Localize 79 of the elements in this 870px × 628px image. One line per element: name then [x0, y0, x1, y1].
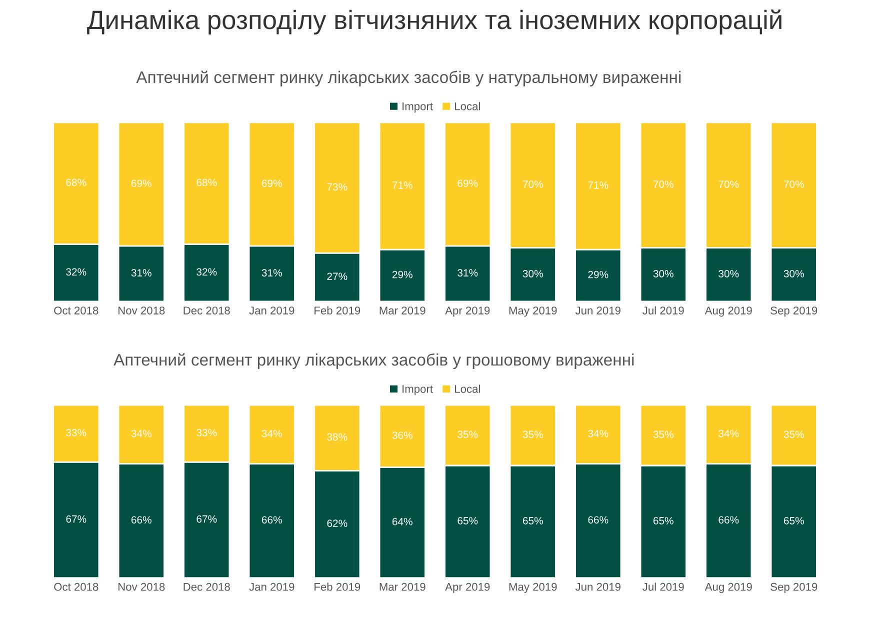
data-label: 69%	[458, 180, 478, 188]
data-label: 68%	[66, 178, 86, 186]
x-tick-label: May 2019	[509, 306, 557, 317]
x-tick-label: Feb 2019	[314, 582, 360, 591]
data-label: 70%	[522, 180, 543, 188]
data-label: 65%	[653, 517, 674, 524]
data-label: 34%	[131, 430, 152, 438]
x-tick-label: Jul 2019	[642, 306, 684, 314]
data-label: 71%	[392, 181, 412, 189]
data-label: 69%	[131, 180, 152, 188]
data-label: 32%	[196, 268, 217, 276]
x-tick-label: Feb 2019	[314, 306, 360, 314]
data-label: 34%	[262, 430, 282, 438]
data-label: 71%	[588, 181, 608, 189]
data-label: 34%	[588, 430, 608, 438]
x-tick-label: Aug 2019	[704, 582, 752, 593]
legend-label: Import	[402, 385, 433, 396]
data-label: 30%	[784, 270, 804, 278]
data-label: 33%	[196, 428, 217, 436]
data-label: 68%	[196, 178, 217, 186]
data-label: 27%	[327, 272, 348, 280]
data-label: 66%	[131, 516, 152, 524]
x-tick-label: Dec 2018	[184, 582, 230, 591]
data-label: 31%	[458, 269, 478, 276]
data-label: 65%	[522, 517, 543, 524]
x-tick-label: Jan 2019	[249, 582, 294, 591]
data-label: 62%	[327, 520, 348, 528]
x-tick-label: May 2019	[509, 582, 557, 593]
data-label: 33%	[66, 428, 86, 436]
data-label: 66%	[588, 516, 608, 524]
data-label: 64%	[392, 518, 412, 526]
x-tick-label: Jul 2019	[642, 582, 684, 591]
data-label: 31%	[262, 269, 282, 276]
data-label: 65%	[784, 517, 804, 524]
data-label: 35%	[522, 430, 543, 438]
data-label: 70%	[718, 180, 739, 188]
data-label: 30%	[653, 270, 674, 278]
x-tick-label: Oct 2018	[54, 306, 98, 314]
data-label: 36%	[392, 432, 412, 439]
x-tick-label: Apr 2019	[445, 306, 490, 317]
data-label: 66%	[718, 516, 739, 524]
chart-title: Динаміка розподілу вітчизняних та іноземних корпорацій	[87, 9, 782, 35]
x-tick-label: Jan 2019	[249, 306, 294, 314]
chart-subtitle: Аптечний сегмент ринку лікарських засобів у натуральному вираженні	[136, 70, 681, 86]
data-label: 70%	[653, 180, 674, 188]
x-tick-label: Apr 2019	[445, 582, 490, 593]
x-tick-label: Mar 2019	[380, 306, 426, 314]
legend-label: Local	[455, 102, 480, 110]
data-label: 34%	[718, 430, 739, 438]
data-label: 35%	[784, 430, 804, 438]
data-label: 65%	[458, 517, 478, 524]
x-tick-label: Jun 2019	[575, 582, 620, 591]
legend-label: Import	[402, 102, 433, 112]
x-tick-label: Nov 2018	[118, 582, 165, 591]
data-label: 69%	[262, 180, 282, 188]
data-label: 73%	[327, 183, 348, 191]
x-tick-label: Sep 2019	[770, 306, 818, 317]
x-tick-label: Aug 2019	[704, 306, 752, 317]
data-label: 32%	[66, 268, 86, 276]
data-label: 38%	[327, 433, 348, 441]
legend-label: Local	[455, 384, 480, 393]
x-tick-label: Nov 2018	[118, 306, 165, 314]
data-label: 35%	[458, 430, 478, 438]
data-label: 29%	[392, 270, 412, 278]
chart-title: Аптечний сегмент ринку лікарських засобів у грошовому вираженні	[114, 353, 634, 370]
data-label: 67%	[196, 515, 217, 523]
data-label: 70%	[784, 180, 804, 188]
x-tick-label: Sep 2019	[770, 582, 818, 593]
data-label: 30%	[522, 270, 543, 278]
data-label: 29%	[588, 270, 608, 278]
data-label: 66%	[262, 516, 282, 524]
data-label: 31%	[131, 269, 152, 276]
data-label: 35%	[653, 430, 674, 438]
data-label: 30%	[718, 270, 739, 278]
x-tick-label: Jun 2019	[575, 306, 620, 314]
x-tick-label: Dec 2018	[184, 306, 230, 314]
data-label: 67%	[66, 515, 86, 523]
x-tick-label: Mar 2019	[380, 582, 426, 591]
x-tick-label: Oct 2018	[54, 582, 98, 591]
